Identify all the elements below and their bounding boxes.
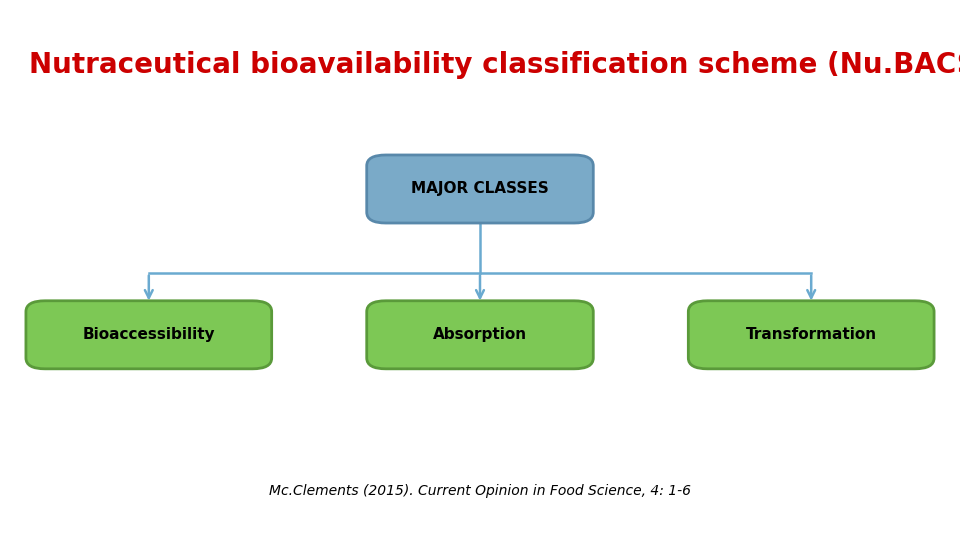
FancyBboxPatch shape: [367, 155, 593, 223]
Text: Transformation: Transformation: [746, 327, 876, 342]
Text: Mc.Clements (2015). Current Opinion in Food Science, 4: 1-6: Mc.Clements (2015). Current Opinion in F…: [269, 484, 691, 498]
FancyBboxPatch shape: [26, 301, 272, 369]
FancyBboxPatch shape: [367, 301, 593, 369]
Text: Bioaccessibility: Bioaccessibility: [83, 327, 215, 342]
FancyBboxPatch shape: [688, 301, 934, 369]
Text: Nutraceutical bioavailability classification scheme (Nu.BACS): Nutraceutical bioavailability classifica…: [29, 51, 960, 79]
Text: Absorption: Absorption: [433, 327, 527, 342]
Text: MAJOR CLASSES: MAJOR CLASSES: [411, 181, 549, 197]
